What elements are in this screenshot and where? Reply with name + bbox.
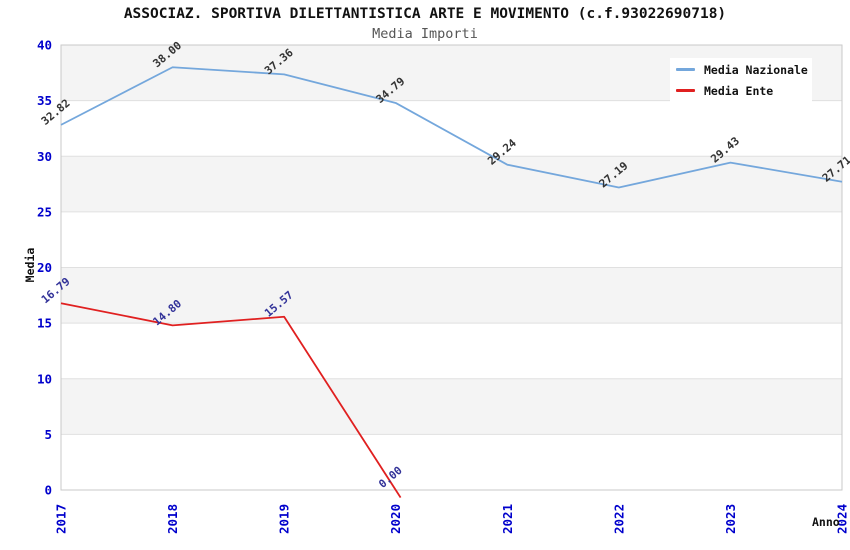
x-axis-title: Anno — [812, 515, 840, 529]
plot-band — [61, 156, 842, 212]
plot-band — [61, 211, 842, 268]
series-line-media-ente — [60, 302, 402, 499]
x-tick-label: 2019 — [277, 504, 292, 534]
y-axis-title: Media — [23, 247, 37, 283]
chart-subtitle: Media Importi — [372, 26, 478, 42]
y-tick-label: 25 — [37, 204, 52, 219]
legend-item-media-ente: Media Ente — [676, 82, 812, 99]
series-line-media-nazionale — [60, 66, 843, 189]
legend-label: Media Ente — [704, 83, 774, 98]
x-tick-label: 2018 — [165, 504, 180, 534]
x-tick-label: 2021 — [500, 504, 515, 534]
y-tick-label: 40 — [37, 38, 52, 53]
plot-band — [61, 434, 842, 490]
legend: Media Nazionale Media Ente — [670, 58, 812, 102]
y-tick-label: 30 — [37, 149, 52, 164]
legend-swatch-ente-icon — [676, 89, 695, 92]
legend-item-media-nazionale: Media Nazionale — [676, 61, 812, 78]
x-tick-label: 2024 — [835, 504, 850, 534]
plot-band — [61, 378, 842, 435]
x-tick-label: 2020 — [388, 504, 403, 534]
y-tick-label: 20 — [37, 260, 52, 275]
y-tick-label: 10 — [37, 371, 52, 386]
plot-band — [61, 100, 842, 157]
legend-swatch-nazionale-icon — [676, 68, 695, 71]
y-tick-label: 15 — [37, 316, 52, 331]
x-tick-label: 2022 — [611, 504, 626, 534]
y-tick-label: 5 — [44, 427, 52, 442]
x-tick-label: 2023 — [723, 504, 738, 534]
chart-title: ASSOCIAZ. SPORTIVA DILETTANTISTICA ARTE … — [123, 6, 727, 22]
plot-border — [60, 44, 843, 491]
y-tick-label: 35 — [37, 93, 52, 108]
plot-band — [61, 267, 842, 324]
x-tick-label: 2017 — [54, 504, 69, 534]
plot-band — [61, 323, 842, 379]
legend-label: Media Nazionale — [704, 62, 808, 77]
y-tick-label: 0 — [44, 483, 52, 498]
